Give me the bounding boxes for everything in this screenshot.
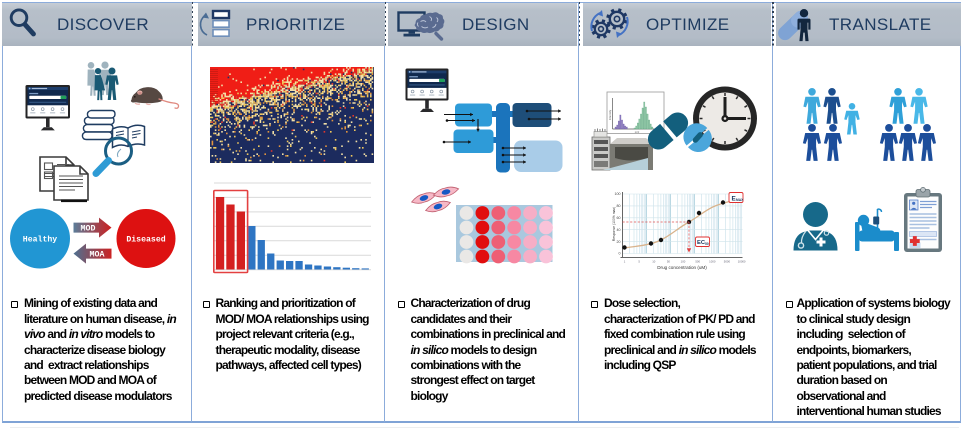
svg-text:500: 500 <box>695 260 700 264</box>
svg-text:20: 20 <box>617 240 621 244</box>
svg-text:1: 1 <box>624 260 626 264</box>
svg-text:0: 0 <box>619 252 621 256</box>
svg-text:10000: 10000 <box>738 260 746 264</box>
svg-text:100: 100 <box>615 192 621 196</box>
svg-text:1000: 1000 <box>709 260 716 264</box>
svg-text:Intensity: Intensity <box>608 109 612 120</box>
svg-text:80: 80 <box>617 204 621 208</box>
svg-text:MOD: MOD <box>81 225 96 234</box>
svg-text:MOA: MOA <box>90 251 105 260</box>
svg-text:5: 5 <box>638 260 640 264</box>
svg-text:Healthy: Healthy <box>23 235 57 245</box>
svg-text:100: 100 <box>681 260 686 264</box>
svg-text:MAX: MAX <box>736 198 744 202</box>
svg-text:EC: EC <box>697 240 706 246</box>
svg-text:50: 50 <box>667 260 671 264</box>
svg-text:Response (100% max): Response (100% max) <box>612 207 616 242</box>
svg-text:E: E <box>732 195 737 202</box>
svg-text:Diseased: Diseased <box>126 235 165 245</box>
svg-text:40: 40 <box>617 228 621 232</box>
svg-text:5000: 5000 <box>724 260 731 264</box>
svg-text:Drug concentration (uM): Drug concentration (uM) <box>657 265 707 270</box>
svg-text:60: 60 <box>617 216 621 220</box>
svg-text:10: 10 <box>652 260 656 264</box>
svg-text:m/z: m/z <box>635 130 640 134</box>
svg-text:50: 50 <box>705 242 709 246</box>
